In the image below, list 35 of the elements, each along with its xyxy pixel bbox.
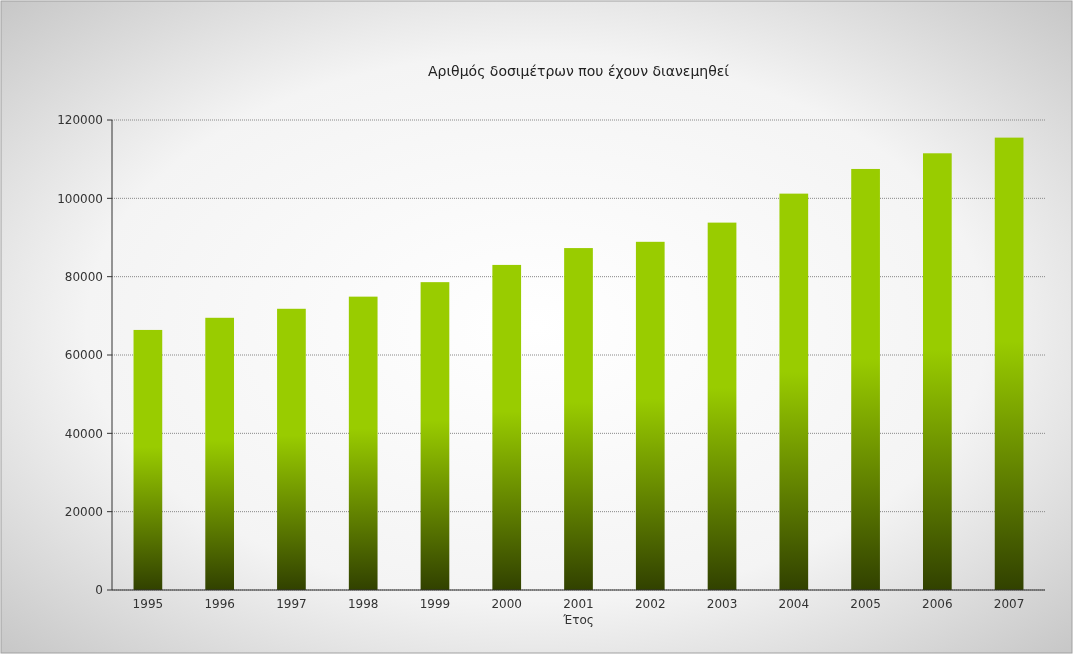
bar: [277, 308, 306, 590]
bar: [707, 222, 737, 590]
bar: [564, 248, 593, 590]
bar: [492, 264, 522, 590]
x-tick-label: 1995: [132, 597, 164, 611]
x-tick-label: 2001: [563, 597, 594, 611]
x-tick-label: 2006: [922, 597, 953, 611]
bar: [851, 168, 880, 590]
x-tick-label: 1998: [347, 597, 379, 611]
bar: [205, 317, 235, 590]
bar: [133, 329, 163, 590]
x-tick-label: 2004: [778, 597, 810, 611]
bar: [635, 241, 665, 590]
bar: [994, 137, 1024, 590]
y-tick-label: 120000: [57, 113, 103, 128]
x-tick-label: 2003: [706, 597, 738, 611]
y-tick-label: 60000: [64, 348, 103, 363]
x-tick-label: 1997: [276, 597, 307, 611]
bar: [420, 282, 450, 590]
bar: [348, 296, 378, 590]
bar: [779, 193, 809, 590]
y-tick-label: 0: [95, 583, 103, 598]
y-tick-label: 100000: [57, 191, 103, 206]
x-tick-label: 1999: [419, 597, 451, 611]
x-tick-label: 2000: [491, 597, 522, 611]
bar: [922, 153, 952, 590]
x-tick-label: 1996: [204, 597, 235, 611]
x-tick-label: 2005: [850, 597, 881, 611]
chart-title: Αριθμός δοσιμέτρων που έχουν διανεμηθεί: [427, 63, 730, 79]
y-tick-label: 20000: [64, 504, 103, 519]
x-axis-title: Έτος: [562, 613, 594, 627]
y-tick-label: 80000: [64, 269, 103, 284]
y-tick-label: 40000: [64, 426, 103, 441]
x-tick-label: 2007: [993, 597, 1025, 611]
x-tick-label: 2002: [635, 597, 666, 611]
